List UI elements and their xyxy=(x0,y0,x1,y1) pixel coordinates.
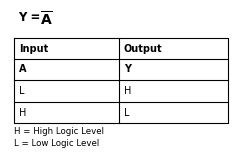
Text: L: L xyxy=(124,107,129,118)
Text: H: H xyxy=(124,86,131,96)
Text: Y: Y xyxy=(124,65,131,75)
Text: Y =: Y = xyxy=(18,11,45,24)
Text: H: H xyxy=(19,107,26,118)
Text: H = High Logic Level: H = High Logic Level xyxy=(14,127,104,136)
Text: L: L xyxy=(19,86,25,96)
Text: $\mathbf{\overline{A}}$: $\mathbf{\overline{A}}$ xyxy=(40,10,53,29)
Text: L = Low Logic Level: L = Low Logic Level xyxy=(14,139,99,148)
Text: Output: Output xyxy=(124,44,163,53)
Text: A: A xyxy=(19,65,27,75)
Text: Input: Input xyxy=(19,44,48,53)
